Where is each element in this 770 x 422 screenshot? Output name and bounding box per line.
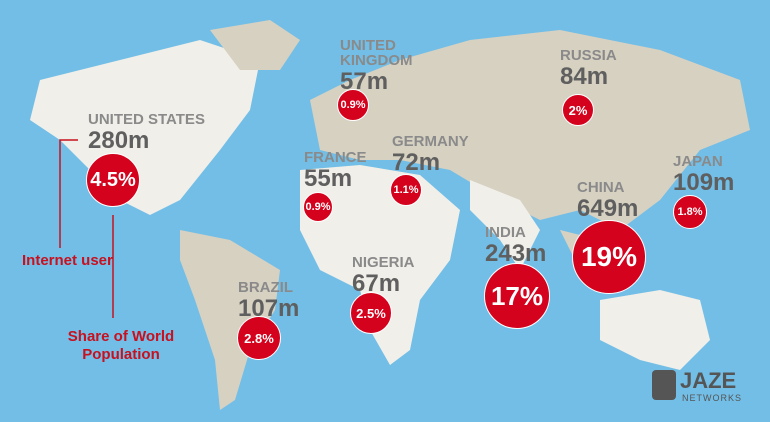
logo-icon bbox=[652, 370, 676, 400]
land bbox=[30, 20, 750, 410]
logo-brand: JAZE bbox=[680, 368, 737, 393]
country-name: FRANCE bbox=[304, 149, 367, 166]
population-share: 19% bbox=[572, 220, 646, 294]
country-name: UNITED KINGDOM bbox=[340, 37, 413, 69]
legend-lines bbox=[59, 139, 114, 318]
country-name: RUSSIA bbox=[560, 47, 617, 64]
population-share: 17% bbox=[484, 263, 550, 329]
internet-users: 67m bbox=[352, 270, 401, 297]
logo-sub: NETWORKS bbox=[682, 393, 743, 403]
internet-users: 107m bbox=[238, 295, 300, 322]
country-name: INDIA bbox=[485, 224, 526, 241]
population-share: 2.5% bbox=[350, 292, 392, 334]
internet-users: 72m bbox=[392, 149, 441, 176]
legend-users: Internet user bbox=[22, 252, 113, 269]
internet-users: 243m bbox=[485, 240, 547, 267]
population-share: 0.9% bbox=[303, 192, 333, 222]
population-share: 4.5% bbox=[86, 153, 140, 207]
country-name: CHINA bbox=[577, 179, 625, 196]
internet-users: 649m bbox=[577, 195, 639, 222]
country-name: GERMANY bbox=[392, 133, 469, 150]
population-share: 2% bbox=[562, 94, 594, 126]
country-name: JAPAN bbox=[673, 153, 723, 170]
population-share: 2.8% bbox=[237, 316, 281, 360]
internet-users: 84m bbox=[560, 63, 609, 90]
population-share: 1.8% bbox=[673, 195, 707, 229]
internet-users: 280m bbox=[88, 127, 150, 154]
internet-users: 55m bbox=[304, 165, 353, 192]
country-name: BRAZIL bbox=[238, 279, 293, 296]
population-share: 0.9% bbox=[337, 89, 369, 121]
internet-users: 109m bbox=[673, 169, 735, 196]
country-name: NIGERIA bbox=[352, 254, 415, 271]
legend-share: Share of World Population bbox=[67, 328, 175, 363]
country-name: UNITED STATES bbox=[88, 111, 205, 128]
population-share: 1.1% bbox=[390, 174, 422, 206]
